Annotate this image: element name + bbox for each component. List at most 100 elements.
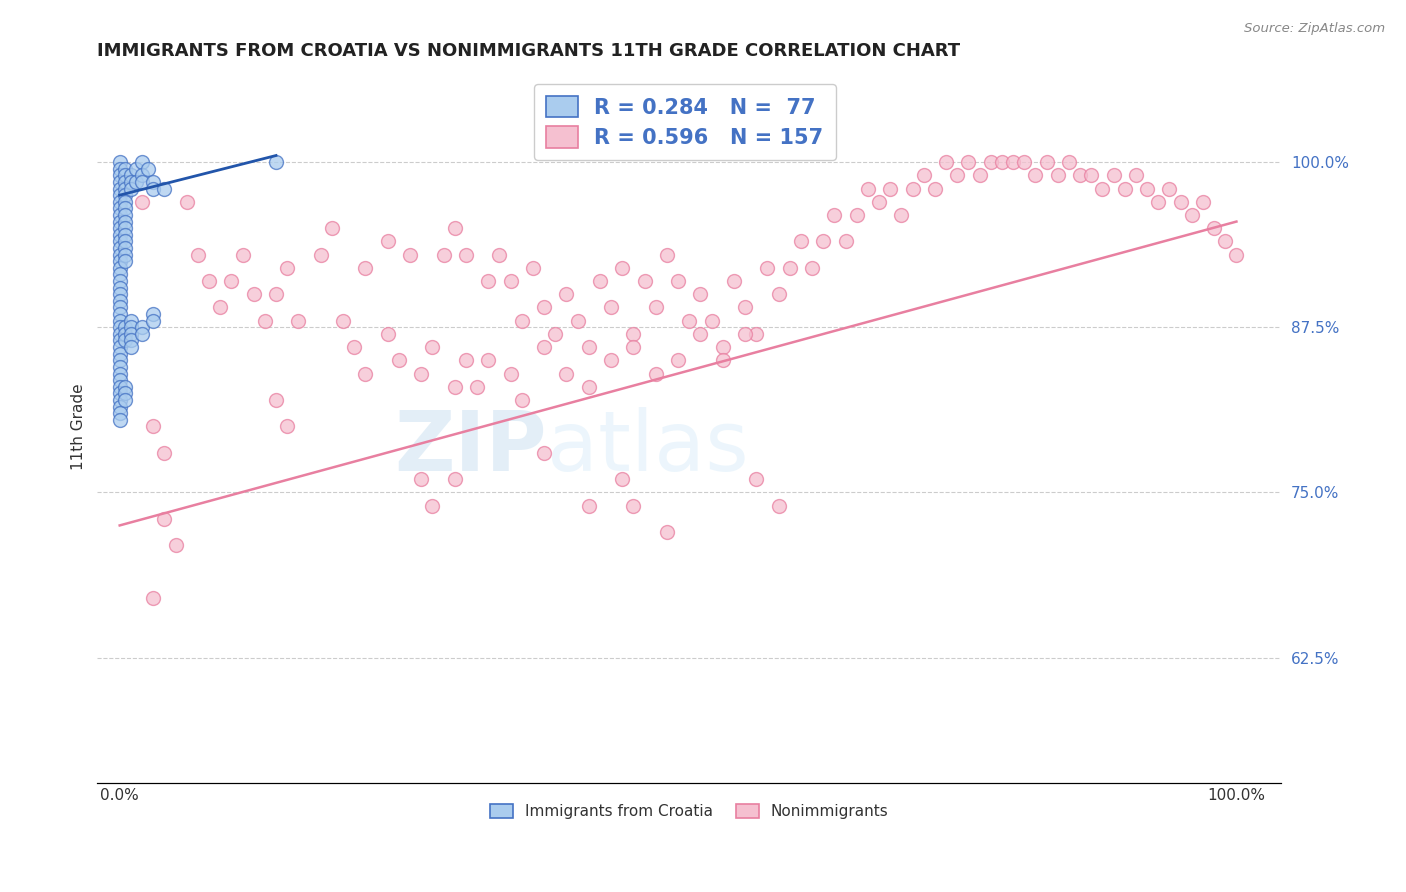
Text: IMMIGRANTS FROM CROATIA VS NONIMMIGRANTS 11TH GRADE CORRELATION CHART: IMMIGRANTS FROM CROATIA VS NONIMMIGRANTS… [97, 42, 960, 60]
Point [477, 274, 499, 288]
Point [108, 293, 131, 308]
Point [567, 313, 589, 327]
Y-axis label: 11th Grade: 11th Grade [72, 383, 86, 470]
Point [768, 287, 790, 301]
Point [1159, 181, 1181, 195]
Point [242, 287, 264, 301]
Point [221, 274, 243, 288]
Point [1136, 181, 1159, 195]
Point [108, 406, 131, 420]
Point [533, 301, 555, 315]
Point [108, 373, 131, 387]
Point [477, 353, 499, 368]
Point [264, 155, 287, 169]
Point [108, 241, 131, 255]
Point [114, 247, 136, 261]
Point [114, 169, 136, 183]
Point [1114, 181, 1136, 195]
Point [689, 287, 711, 301]
Point [176, 194, 198, 209]
Point [198, 274, 221, 288]
Point [612, 260, 634, 275]
Point [120, 181, 142, 195]
Point [108, 347, 131, 361]
Point [756, 260, 779, 275]
Point [120, 169, 142, 183]
Point [108, 214, 131, 228]
Point [108, 400, 131, 414]
Point [555, 287, 578, 301]
Point [1091, 181, 1114, 195]
Point [578, 380, 600, 394]
Point [633, 274, 655, 288]
Point [655, 524, 678, 539]
Point [108, 274, 131, 288]
Point [114, 254, 136, 268]
Point [114, 188, 136, 202]
Point [666, 274, 689, 288]
Point [114, 320, 136, 334]
Point [108, 326, 131, 341]
Point [1192, 194, 1215, 209]
Point [108, 175, 131, 189]
Point [108, 235, 131, 249]
Point [1024, 169, 1046, 183]
Point [276, 260, 298, 275]
Point [991, 155, 1014, 169]
Point [120, 313, 142, 327]
Point [510, 392, 533, 407]
Point [823, 208, 845, 222]
Point [790, 235, 813, 249]
Point [231, 247, 253, 261]
Point [621, 340, 644, 354]
Point [264, 287, 287, 301]
Point [399, 247, 422, 261]
Point [253, 313, 276, 327]
Point [120, 340, 142, 354]
Point [533, 446, 555, 460]
Point [879, 181, 901, 195]
Point [108, 181, 131, 195]
Point [287, 313, 309, 327]
Point [114, 175, 136, 189]
Point [120, 334, 142, 348]
Point [600, 301, 623, 315]
Point [621, 499, 644, 513]
Point [454, 247, 477, 261]
Point [1147, 194, 1170, 209]
Point [114, 227, 136, 242]
Point [422, 499, 444, 513]
Point [901, 181, 924, 195]
Point [678, 313, 700, 327]
Point [131, 320, 153, 334]
Point [946, 169, 969, 183]
Point [1035, 155, 1057, 169]
Point [108, 247, 131, 261]
Point [142, 175, 165, 189]
Point [142, 419, 165, 434]
Point [114, 392, 136, 407]
Point [114, 221, 136, 235]
Point [868, 194, 890, 209]
Point [108, 227, 131, 242]
Point [499, 367, 522, 381]
Point [131, 175, 153, 189]
Point [209, 301, 232, 315]
Point [856, 181, 879, 195]
Point [114, 161, 136, 176]
Point [276, 419, 298, 434]
Point [114, 326, 136, 341]
Point [655, 247, 678, 261]
Point [108, 161, 131, 176]
Point [142, 313, 165, 327]
Point [354, 367, 377, 381]
Point [1204, 221, 1226, 235]
Point [114, 181, 136, 195]
Point [309, 247, 332, 261]
Point [377, 235, 399, 249]
Point [108, 260, 131, 275]
Point [578, 499, 600, 513]
Point [108, 307, 131, 321]
Text: Source: ZipAtlas.com: Source: ZipAtlas.com [1244, 22, 1385, 36]
Point [108, 392, 131, 407]
